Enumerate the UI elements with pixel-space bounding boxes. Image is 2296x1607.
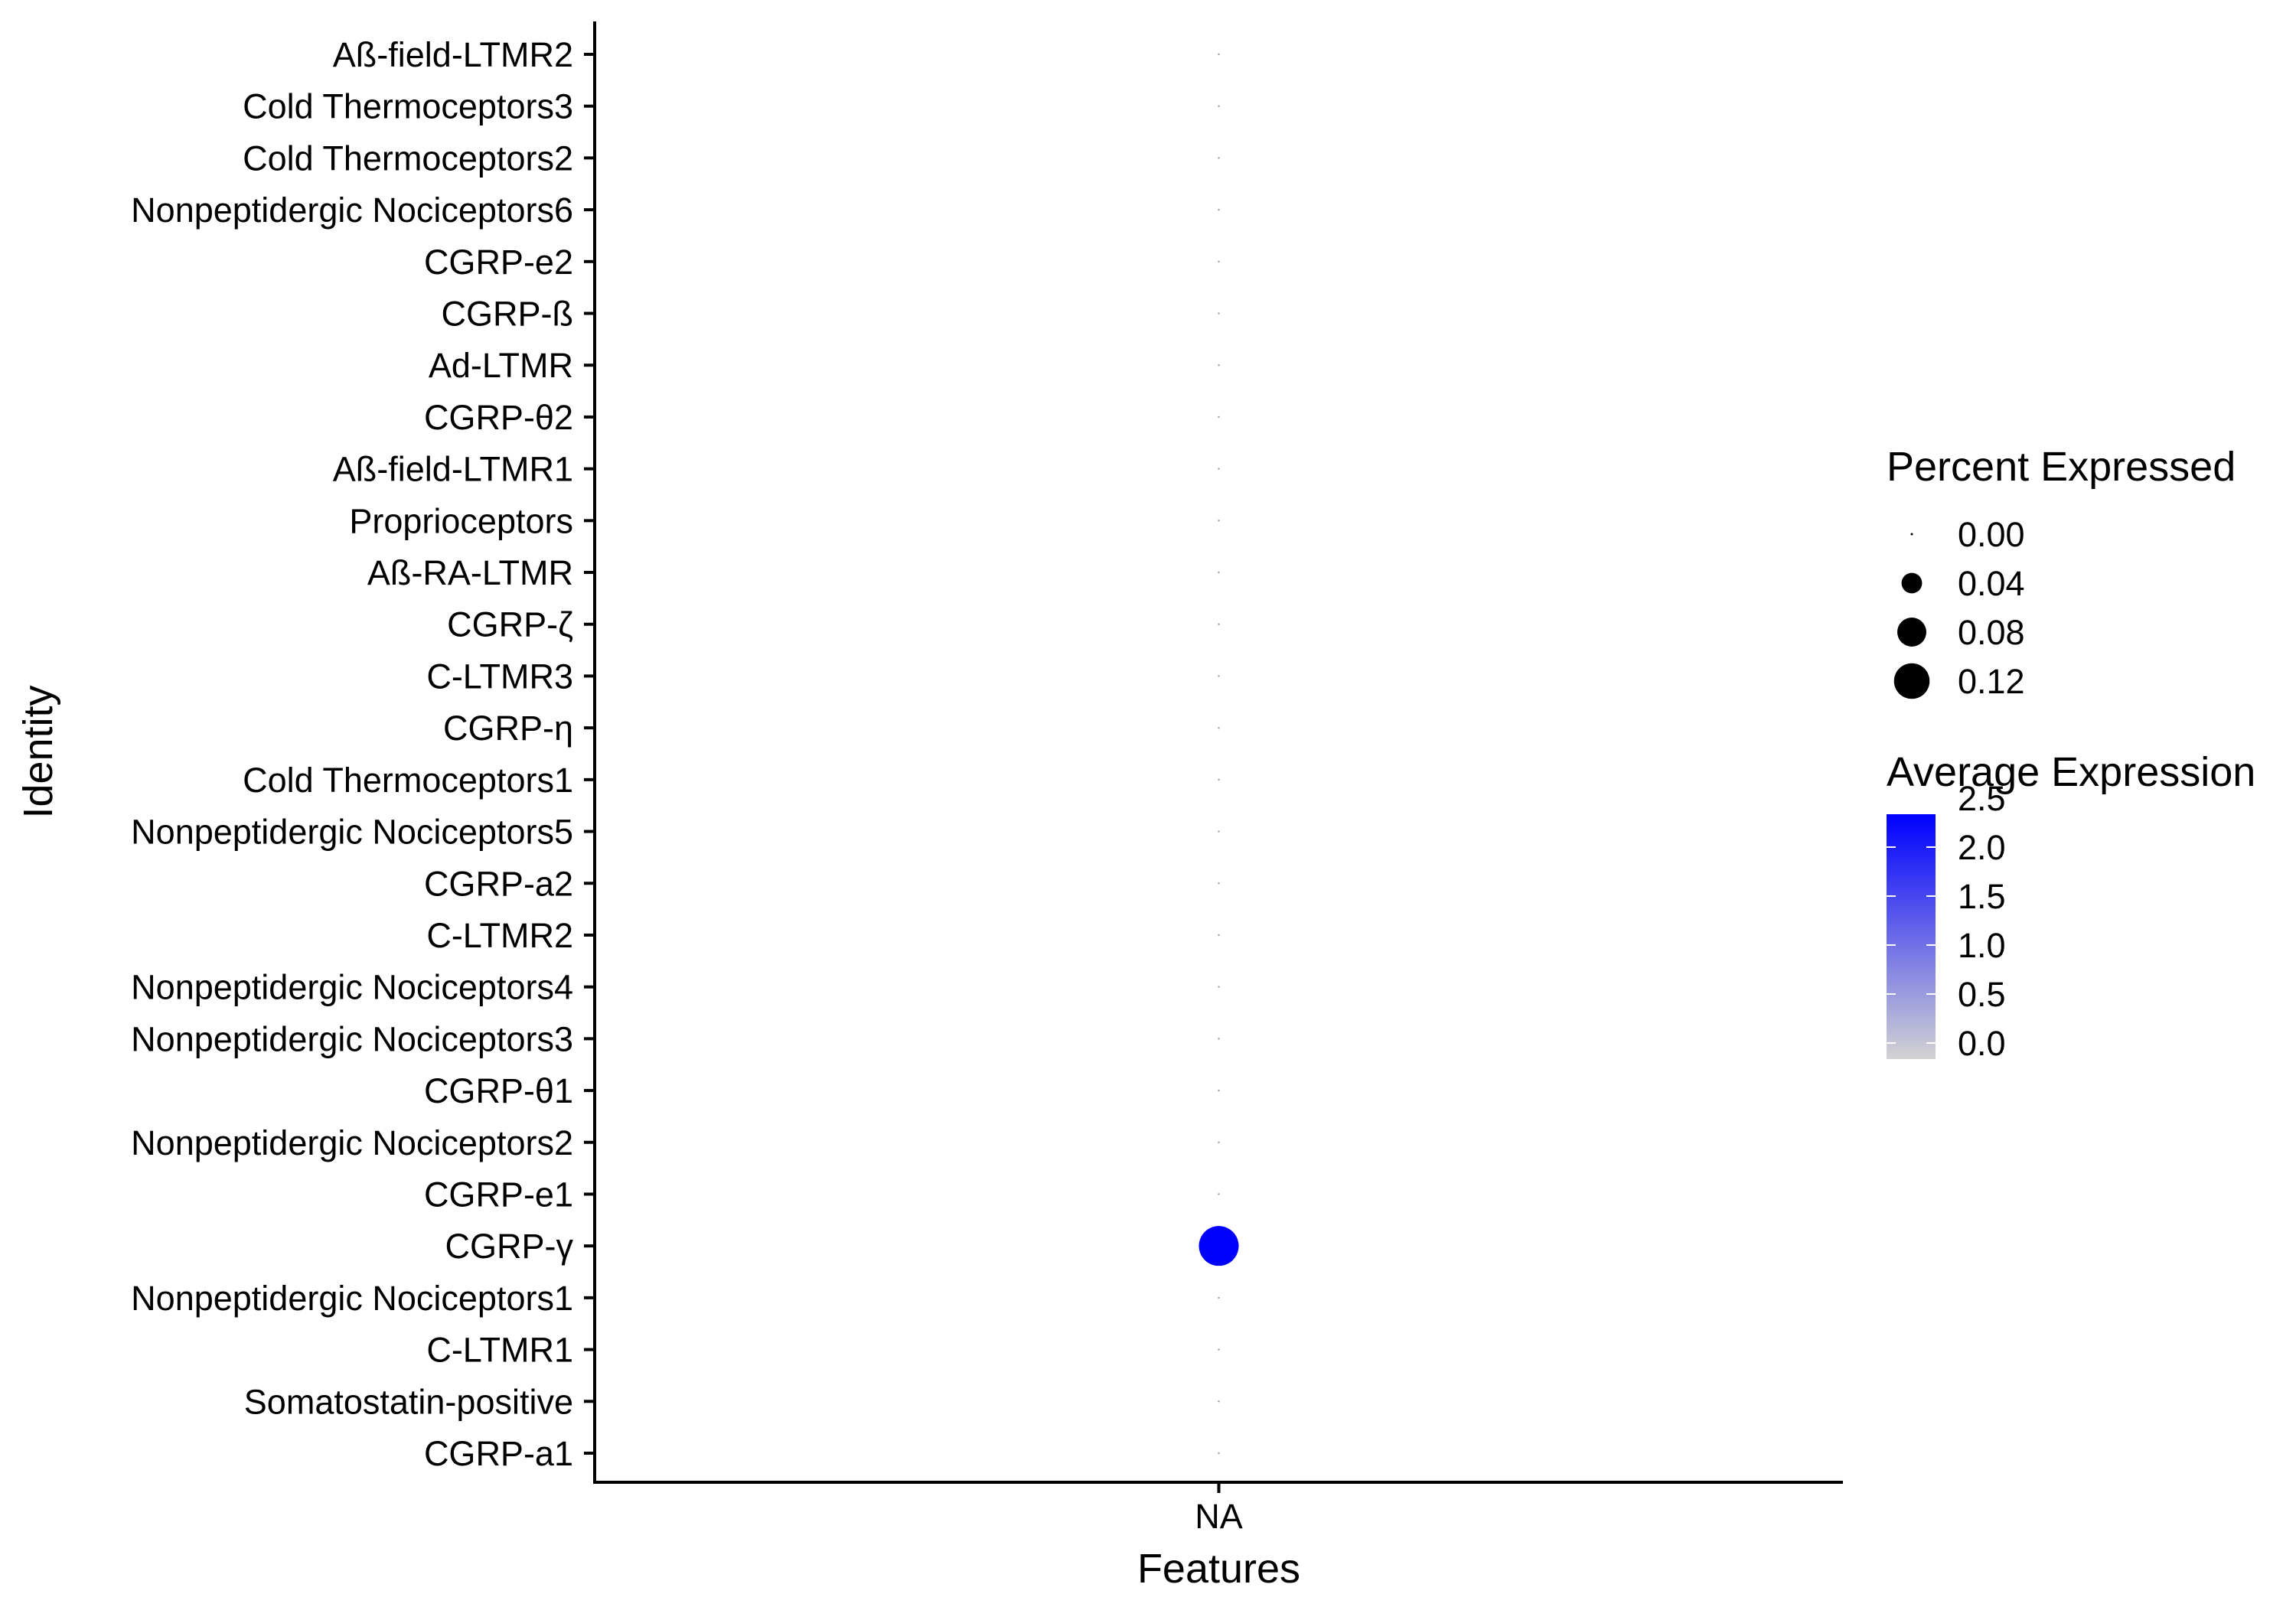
dot-point <box>1218 934 1220 937</box>
y-axis-title: Identity <box>15 685 61 818</box>
dot-point <box>1218 520 1220 522</box>
color-legend: Average Expression 0.0 0.5 1.0 1.5 2.0 2.5 <box>1887 749 2255 1063</box>
dot-point <box>1218 1141 1220 1143</box>
size-legend-key <box>1910 533 1913 536</box>
dot-point <box>1218 882 1220 885</box>
dot-point <box>1218 208 1220 211</box>
dot-point <box>1218 105 1220 107</box>
size-legend-label: 0.04 <box>1958 564 2025 603</box>
size-legend-label: 0.08 <box>1958 613 2025 652</box>
size-legend: Percent Expressed 0.00 0.04 0.08 0.12 <box>1887 444 2236 701</box>
y-tick-label: Aß-field-LTMR1 <box>333 450 573 489</box>
dot-point <box>1218 260 1220 263</box>
y-tick-label: CGRP-θ2 <box>424 398 573 437</box>
color-legend-label: 2.0 <box>1958 828 2006 867</box>
x-tick-label: NA <box>1195 1497 1243 1536</box>
size-legend-key <box>1893 663 1930 699</box>
dot-point <box>1218 623 1220 625</box>
y-tick-label: C-LTMR3 <box>426 657 573 696</box>
dot-point <box>1218 830 1220 833</box>
y-tick-label: CGRP-a2 <box>424 864 573 903</box>
x-axis-ticks: NA <box>1195 1482 1243 1536</box>
y-tick-label: C-LTMR1 <box>426 1331 573 1370</box>
color-legend-label: 1.0 <box>1958 926 2006 965</box>
y-tick-label: Ad-LTMR <box>429 346 573 385</box>
dot-point <box>1218 416 1220 419</box>
dot-point <box>1218 468 1220 470</box>
size-legend-title: Percent Expressed <box>1887 444 2236 490</box>
dot-point <box>1218 571 1220 574</box>
y-tick-label: Aß-field-LTMR2 <box>333 35 573 74</box>
y-tick-label: Nonpeptidergic Nociceptors3 <box>131 1019 573 1058</box>
dot-point <box>1218 675 1220 677</box>
y-tick-label: CGRP-γ <box>445 1227 574 1266</box>
dot-point <box>1218 726 1220 729</box>
dot-point <box>1218 1452 1220 1455</box>
y-tick-label: Cold Thermoceptors3 <box>243 87 573 126</box>
data-points <box>1199 53 1239 1455</box>
color-legend-label: 0.0 <box>1958 1024 2006 1063</box>
y-tick-label: CGRP-θ1 <box>424 1071 573 1110</box>
size-legend-label: 0.12 <box>1958 662 2025 701</box>
size-legend-key <box>1901 572 1923 594</box>
y-tick-label: Cold Thermoceptors2 <box>243 139 573 178</box>
y-tick-label: CGRP-ß <box>442 295 574 334</box>
y-tick-label: CGRP-η <box>443 709 573 748</box>
y-tick-label: Nonpeptidergic Nociceptors1 <box>131 1279 573 1318</box>
y-tick-label: Nonpeptidergic Nociceptors6 <box>131 191 573 230</box>
dot-point <box>1218 312 1220 315</box>
dot-point <box>1218 1296 1220 1299</box>
y-axis-ticks: CGRP-a1 Somatostatin-positive C-LTMR1 Nonpe… <box>131 35 595 1473</box>
dot-point <box>1218 986 1220 988</box>
dot-point <box>1218 778 1220 781</box>
dot-point <box>1218 157 1220 159</box>
dot-point <box>1218 1348 1220 1351</box>
y-tick-label: Aß-RA-LTMR <box>367 553 573 592</box>
y-tick-label: Nonpeptidergic Nociceptors2 <box>131 1123 573 1162</box>
color-legend-label: 0.5 <box>1958 975 2006 1014</box>
dot-point <box>1218 364 1220 367</box>
color-legend-title: Average Expression <box>1887 749 2255 795</box>
dot-point <box>1218 1038 1220 1040</box>
y-tick-label: CGRP-e2 <box>424 243 573 282</box>
y-tick-label: Nonpeptidergic Nociceptors4 <box>131 968 573 1007</box>
y-tick-label: CGRP-e1 <box>424 1175 573 1214</box>
size-legend-label: 0.00 <box>1958 515 2025 554</box>
y-tick-label: Cold Thermoceptors1 <box>243 761 573 800</box>
y-tick-label: CGRP-a1 <box>424 1434 573 1473</box>
dot-point <box>1218 1089 1220 1092</box>
y-tick-label: Proprioceptors <box>349 501 573 540</box>
x-axis-title: Features <box>1137 1546 1300 1592</box>
y-tick-label: Nonpeptidergic Nociceptors5 <box>131 813 573 852</box>
dot-point <box>1218 1400 1220 1403</box>
color-legend-label: 1.5 <box>1958 877 2006 916</box>
color-bar <box>1887 814 1936 1059</box>
dot-point <box>1218 53 1220 56</box>
dot-point <box>1218 1193 1220 1195</box>
y-tick-label: CGRP-ζ <box>447 605 573 644</box>
dot-point <box>1199 1226 1239 1266</box>
y-tick-label: Somatostatin-positive <box>244 1382 573 1421</box>
size-legend-key <box>1897 618 1926 647</box>
color-legend-label: 2.5 <box>1958 779 2006 818</box>
y-tick-label: C-LTMR2 <box>426 916 573 955</box>
